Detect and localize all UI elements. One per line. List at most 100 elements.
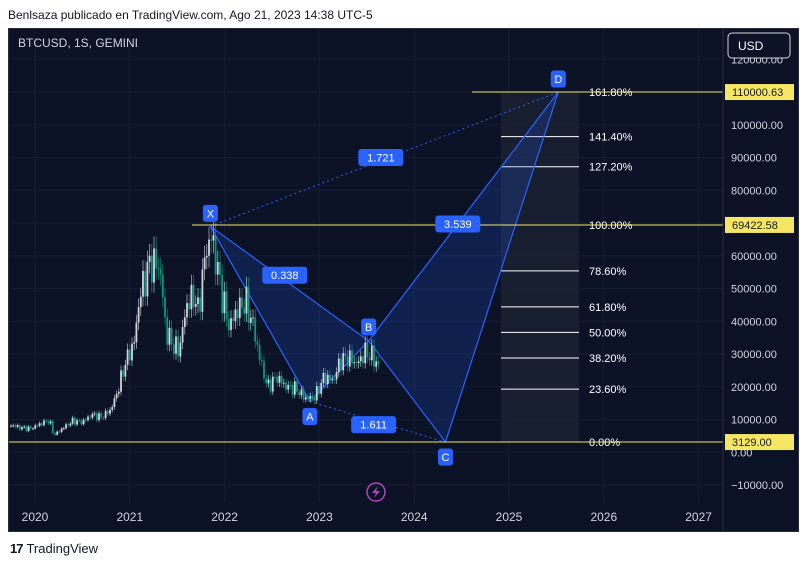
candle-body [38,423,41,426]
candle-body [214,235,217,275]
symbol-label[interactable]: BTCUSD, 1S, GEMINI [18,36,138,50]
price-label-text: 110000.63 [732,87,783,99]
time-tick-label: 2026 [590,510,617,524]
candle-body [348,350,351,367]
candle-body [159,268,162,275]
candle-body [355,362,358,364]
candle-body [21,427,23,430]
candle-body [278,375,281,383]
candle-body [161,274,164,298]
candle-body [370,345,373,361]
lightning-icon[interactable] [366,482,386,502]
candle-body [197,297,199,305]
candle-body [296,381,298,392]
candle-body [60,428,63,432]
fib-level-label: 141.40% [589,132,633,144]
candle-body [73,417,76,425]
candle-body [291,385,294,395]
candle-body [342,353,345,371]
pattern-point-b[interactable]: B [361,318,377,336]
candle-body [282,382,285,384]
candle-body [49,421,52,424]
price-tick-label: 100000.00 [731,120,783,132]
candle-body [238,297,241,319]
candle-body [311,395,314,399]
candle-body [267,379,270,384]
candle-body [353,362,356,364]
ratio-label[interactable]: 1.611 [351,416,397,434]
candle-body [247,286,250,323]
candle-body [175,336,177,354]
fib-level-label: 38.20% [589,353,627,365]
candle-body [285,382,287,390]
candle-body [236,309,239,319]
candle-body [139,296,142,308]
candle-body [293,381,296,395]
currency-button[interactable]: USD [727,32,791,59]
candle-body [298,391,301,396]
ratio-label[interactable]: 1.721 [358,149,404,167]
candle-body [199,297,202,312]
candle-body [230,318,232,331]
candle-body [188,303,191,310]
pattern-point-d[interactable]: D [550,70,566,88]
candle-body [223,291,226,314]
candle-body [126,349,129,365]
candle-body [80,420,83,425]
candle-body [329,374,331,380]
candle-body [91,414,94,418]
candle-body [254,317,257,342]
candle-body [172,344,175,354]
candle-body [335,372,338,380]
pattern-point-a[interactable]: A [302,408,318,426]
candle-body [89,416,92,418]
candle-body [131,343,133,361]
candle-body [304,397,307,400]
candle-body [377,361,380,365]
price-tick-label: 50000.00 [731,284,777,296]
ratio-label[interactable]: 0.338 [262,266,308,284]
candle-body [179,342,182,357]
candle-body [280,375,283,384]
chart-frame[interactable]: 161.80% 141.40% 127.20% 100.00% 78.60% 61.80%… [8,28,799,532]
candle-body [27,426,30,432]
candle-body [320,383,323,394]
price-label-badge[interactable] [725,434,794,451]
svg-text:C: C [442,452,450,464]
pattern-point-c[interactable]: C [437,448,453,466]
candle-body [216,261,219,275]
candle-body [23,426,26,428]
candle-body [234,309,237,322]
candle-body [192,284,195,307]
candle-body [155,248,158,269]
candle-body [109,409,111,414]
price-tick-label: 60000.00 [731,251,777,263]
svg-text:0.338: 0.338 [271,270,299,282]
candle-body [78,420,81,422]
pattern-triangle-xab[interactable] [209,225,370,403]
price-tick-label: 90000.00 [731,153,777,165]
candle-body [128,349,131,361]
candle-body [164,297,166,317]
candle-body [219,261,221,276]
candle-body [249,317,252,323]
candle-body [243,307,246,314]
price-chart[interactable]: 161.80% 141.40% 127.20% 100.00% 78.60% 61.80%… [9,29,798,531]
candle-body [82,419,85,425]
currency-label[interactable]: USD [738,39,764,53]
candle-body [40,423,43,426]
price-tick-label: 10000.00 [731,415,777,427]
time-tick-label: 2023 [306,510,333,524]
price-tick-label: 40000.00 [731,316,777,328]
candle-body [225,291,228,320]
price-label-badge[interactable] [725,216,794,233]
candle-body [29,426,32,429]
price-label-badge[interactable] [725,84,794,101]
candle-body [362,356,364,364]
ratio-label[interactable]: 3.539 [435,215,481,233]
candle-body [241,297,243,308]
candle-body [115,393,118,399]
pattern-point-x[interactable]: X [202,204,218,222]
fib-level-label: 127.20% [589,162,633,174]
candle-body [100,413,103,418]
